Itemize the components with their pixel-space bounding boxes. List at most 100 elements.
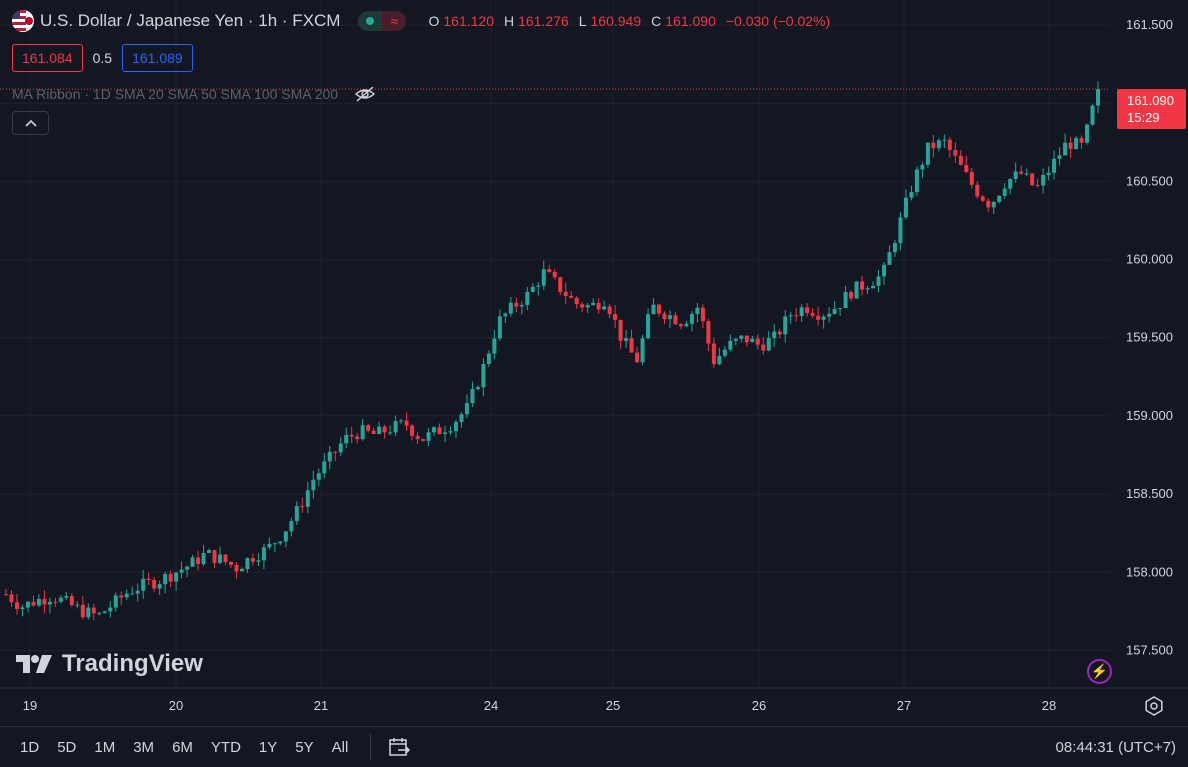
- x-axis-tick-label: 28: [1042, 698, 1056, 713]
- candle-body: [432, 427, 437, 433]
- candle-body: [975, 184, 980, 197]
- range-5y-button[interactable]: 5Y: [295, 738, 314, 756]
- candle-body: [338, 443, 343, 453]
- candle-body: [1068, 142, 1073, 149]
- indicator-label[interactable]: MA Ribbon · 1D SMA 20 SMA 50 SMA 100 SMA…: [12, 86, 339, 102]
- candle-body: [1052, 158, 1057, 173]
- candle-body: [239, 568, 244, 572]
- candle-body: [958, 155, 963, 166]
- candle-body: [1024, 173, 1029, 175]
- candle-body: [124, 593, 129, 598]
- candle-body: [141, 578, 146, 591]
- candle-body: [1002, 188, 1007, 196]
- candle-body: [865, 288, 870, 290]
- range-all-button[interactable]: All: [331, 738, 349, 756]
- candle-body: [25, 601, 30, 608]
- symbol-legend[interactable]: U.S. Dollar / Japanese Yen · 1h · FXCM ≈…: [12, 10, 836, 32]
- candle-body: [9, 594, 14, 603]
- candle-body: [750, 338, 755, 343]
- candle-body: [168, 574, 173, 582]
- candle-body: [854, 281, 859, 299]
- candle-body: [453, 421, 458, 432]
- candle-body: [388, 432, 393, 434]
- candle-body: [733, 338, 738, 341]
- toolbar-divider: [370, 734, 372, 760]
- candle-body: [349, 434, 354, 437]
- candle-body: [80, 604, 85, 618]
- x-axis-tick-label: 19: [23, 698, 37, 713]
- candle-body: [1030, 173, 1035, 186]
- buy-button[interactable]: 161.089: [122, 44, 193, 72]
- range-6m-button[interactable]: 6M: [172, 738, 193, 756]
- settings-icon[interactable]: [1144, 696, 1164, 716]
- eye-off-icon[interactable]: [354, 86, 376, 102]
- candle-body: [1019, 171, 1024, 174]
- candle-body: [783, 316, 788, 335]
- candle-body: [519, 305, 524, 307]
- candle-body: [755, 338, 760, 345]
- candle-body: [179, 569, 184, 573]
- candle-body: [766, 338, 771, 351]
- candle-body: [942, 139, 947, 141]
- candle-body: [294, 506, 299, 522]
- candle-body: [421, 439, 426, 441]
- candle-body: [497, 316, 502, 339]
- candle-body: [42, 598, 47, 605]
- candle-body: [190, 557, 195, 567]
- candle-body: [876, 276, 881, 286]
- candle-body: [278, 541, 283, 544]
- market-status-pill[interactable]: ≈: [358, 11, 407, 31]
- range-ytd-button[interactable]: YTD: [210, 738, 241, 756]
- candle-body: [1013, 171, 1018, 179]
- timezone-clock[interactable]: 08:44:31 (UTC+7): [1055, 738, 1176, 756]
- candle-body: [1063, 142, 1068, 156]
- candle-body: [991, 201, 996, 208]
- candle-body: [920, 164, 925, 170]
- tradingview-logo[interactable]: TradingView: [16, 650, 203, 678]
- candle-body: [1074, 138, 1079, 149]
- calendar-goto-icon[interactable]: [387, 735, 411, 759]
- range-1d-button[interactable]: 1D: [20, 738, 40, 756]
- candle-body: [925, 142, 930, 165]
- candle-body: [135, 590, 140, 594]
- candle-body: [788, 315, 793, 317]
- candle-body: [909, 192, 914, 198]
- candle-body: [541, 269, 546, 286]
- candle-body: [75, 604, 80, 606]
- candle-body: [657, 304, 662, 314]
- x-axis-tick-label: 25: [606, 698, 620, 713]
- lightning-icon[interactable]: ⚡: [1087, 659, 1112, 684]
- collapse-legend-button[interactable]: [12, 111, 49, 135]
- candle-body: [113, 595, 118, 608]
- range-1m-button[interactable]: 1M: [94, 738, 116, 756]
- candle-body: [256, 560, 261, 562]
- candle-body: [898, 217, 903, 243]
- candle-body: [821, 316, 826, 320]
- candle-body: [871, 285, 876, 289]
- candle-body: [1057, 155, 1062, 159]
- candle-body: [881, 264, 886, 277]
- y-axis-tick-label: 161.500: [1126, 17, 1173, 32]
- candle-body: [234, 564, 239, 572]
- range-3m-button[interactable]: 3M: [133, 738, 155, 756]
- candle-body: [684, 323, 689, 327]
- candle-body: [399, 420, 404, 422]
- candle-body: [185, 566, 190, 570]
- symbol-title[interactable]: U.S. Dollar / Japanese Yen · 1h · FXCM: [40, 11, 341, 30]
- candle-body: [827, 313, 832, 317]
- y-axis-tick-label: 157.500: [1126, 642, 1173, 657]
- candle-body: [997, 195, 1002, 202]
- indicator-legend[interactable]: MA Ribbon · 1D SMA 20 SMA 50 SMA 100 SMA…: [12, 86, 376, 102]
- candle-body: [157, 584, 162, 589]
- candle-body: [218, 554, 223, 563]
- candlestick-chart[interactable]: 161.500161.000160.500160.000159.500159.0…: [0, 0, 1188, 726]
- range-5d-button[interactable]: 5D: [57, 738, 77, 756]
- candle-body: [31, 601, 36, 606]
- range-1y-button[interactable]: 1Y: [258, 738, 278, 756]
- candle-body: [794, 315, 799, 317]
- candle-body: [119, 595, 124, 598]
- y-axis-tick-label: 158.500: [1126, 486, 1173, 501]
- market-open-dot-icon: [366, 17, 375, 25]
- sell-button[interactable]: 161.084: [12, 44, 83, 72]
